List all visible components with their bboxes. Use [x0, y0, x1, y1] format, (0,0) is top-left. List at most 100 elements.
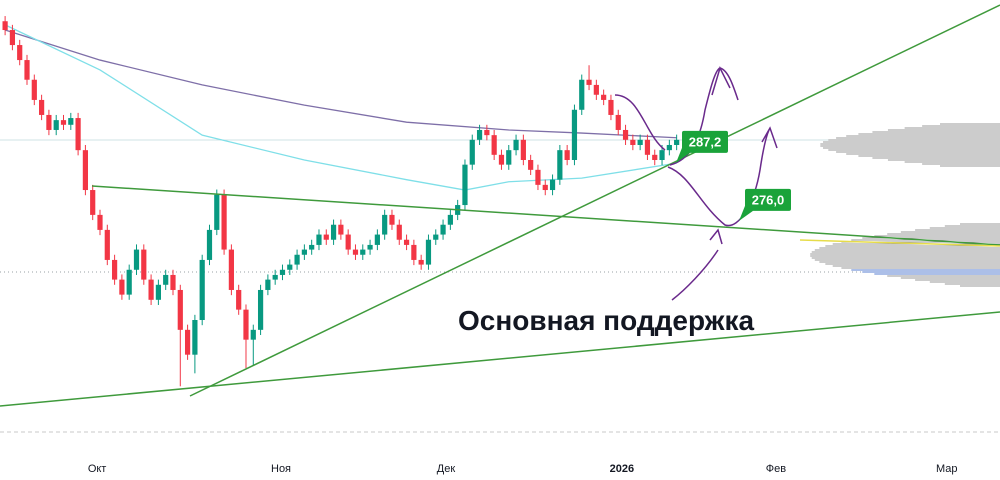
candle-body: [294, 254, 300, 265]
candle-body: [637, 139, 643, 145]
candle-body: [345, 234, 351, 250]
candle-body: [418, 259, 424, 265]
candle-body: [513, 139, 519, 151]
candle-body: [374, 234, 380, 245]
candle-body: [272, 274, 278, 280]
candle-body: [586, 79, 592, 85]
candle-body: [323, 234, 329, 240]
candle-body: [491, 135, 497, 155]
candle-body: [425, 239, 432, 265]
candle-body: [90, 190, 96, 215]
candle-body: [257, 289, 264, 330]
trend-line: [0, 311, 1000, 407]
candle-body: [433, 234, 439, 240]
hand-drawing: [614, 65, 778, 301]
candle-body: [367, 244, 373, 250]
candle-body: [389, 214, 395, 225]
candle-body: [46, 114, 52, 130]
candle-body: [104, 229, 110, 260]
x-tick-label: Дек: [437, 463, 456, 475]
candle-body: [476, 129, 483, 140]
candle-body: [68, 118, 74, 125]
candle-body: [498, 154, 505, 165]
candle-body: [155, 284, 161, 300]
price-label: 287,2: [689, 134, 722, 149]
candle-body: [148, 279, 154, 300]
candle-body: [615, 114, 621, 130]
trend-line: [189, 4, 1000, 397]
candle-body: [579, 79, 585, 110]
candle-body: [601, 94, 607, 100]
candle-body: [542, 184, 548, 191]
candle-body: [206, 229, 213, 260]
candle-body: [440, 224, 446, 235]
candle-body: [184, 329, 191, 355]
candle-body: [630, 139, 636, 145]
price-label-box: [682, 130, 728, 153]
ma-line: [4, 24, 677, 191]
candle-body: [535, 169, 541, 185]
candle-body: [447, 214, 453, 225]
candle-body: [17, 45, 23, 61]
x-tick-label: Окт: [88, 463, 107, 475]
candle-body: [666, 144, 672, 151]
candle-body: [111, 259, 118, 280]
candle-body: [97, 214, 103, 230]
ma-line: [4, 29, 677, 139]
candle-body: [9, 30, 16, 46]
candle-body: [528, 160, 534, 170]
price-label-box: [745, 188, 791, 211]
candle-body: [287, 264, 293, 270]
x-tick-label: 2026: [610, 463, 634, 475]
candle-body: [2, 21, 8, 31]
candle-body: [352, 249, 359, 255]
candle-body: [309, 244, 315, 250]
candle-body: [31, 79, 37, 100]
candle-body: [622, 129, 629, 140]
candle-body: [170, 274, 176, 290]
candle-body: [177, 289, 183, 330]
candle-body: [593, 84, 599, 95]
x-tick-label: Мар: [936, 463, 958, 475]
candle-body: [75, 118, 81, 151]
candle-body: [243, 309, 249, 340]
candle-body: [484, 129, 490, 136]
candle-body: [557, 150, 563, 180]
candle-body: [192, 320, 198, 355]
trend-line: [91, 185, 1000, 246]
plot: [2, 16, 680, 387]
x-tick-label: Ноя: [271, 463, 291, 475]
candle-body: [60, 120, 67, 125]
candle-body: [506, 150, 512, 165]
candle-body: [214, 194, 220, 230]
candle-body: [141, 249, 147, 280]
candle-body: [265, 279, 271, 290]
price-label-pointer: [676, 147, 690, 163]
candle-body: [608, 99, 614, 115]
candle-body: [644, 139, 651, 155]
candle-body: [564, 150, 570, 160]
candle-body: [338, 224, 344, 235]
candle-body: [382, 214, 388, 235]
annotation: Основная поддержка: [458, 305, 755, 336]
candle-body: [316, 234, 322, 245]
candle-body: [39, 99, 45, 115]
candle-body: [133, 249, 140, 270]
x-tick-label: Фев: [766, 463, 786, 475]
candle-body: [250, 329, 256, 340]
candle-body: [82, 150, 89, 191]
candle-body: [360, 249, 366, 255]
candle-body: [462, 164, 468, 206]
candle-body: [403, 239, 410, 245]
candle-body: [330, 224, 337, 240]
candle-body: [301, 249, 307, 255]
candle-body: [199, 259, 205, 320]
candle-body: [221, 194, 227, 250]
candle-body: [520, 139, 526, 160]
volume-profile: [810, 123, 1000, 287]
candle-body: [163, 274, 169, 285]
candle-body: [279, 269, 286, 275]
price-label-pointer: [739, 205, 753, 221]
candle-body: [652, 154, 658, 160]
